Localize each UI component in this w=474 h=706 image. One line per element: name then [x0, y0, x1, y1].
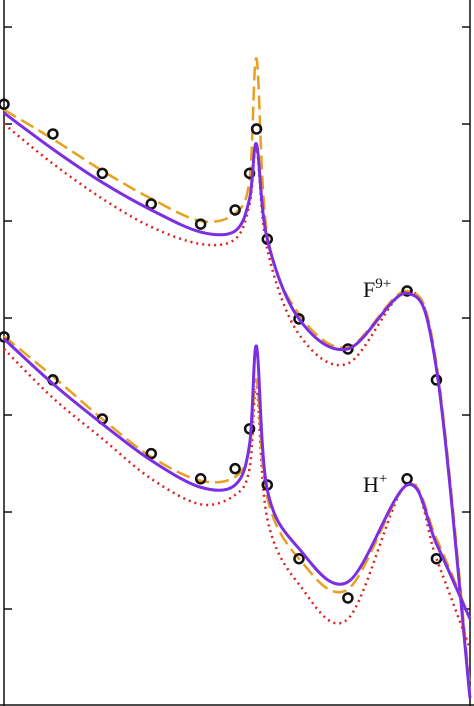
data-point: [194, 218, 207, 230]
data-point: [96, 167, 109, 180]
data-point: [401, 285, 413, 297]
series-line: [2, 337, 472, 620]
data-point: [0, 98, 10, 110]
series-line: [3, 335, 472, 620]
annotation-superscript: +: [379, 471, 387, 487]
annotation-superscript: 9+: [375, 276, 391, 292]
data-point: [293, 552, 305, 565]
data-point: [243, 167, 256, 180]
data-point: [293, 313, 305, 325]
data-point: [401, 473, 413, 485]
data-point: [342, 592, 354, 604]
data-point: [430, 552, 443, 565]
series-line: [3, 57, 472, 690]
data-point: [47, 128, 59, 140]
series-line: [3, 348, 472, 650]
annotation: H+: [363, 471, 387, 497]
annotation: F9+: [363, 276, 391, 302]
data-point: [194, 473, 207, 485]
data-point: [145, 447, 158, 460]
data-point: [229, 462, 241, 475]
annotation-text: H: [363, 472, 379, 497]
data-point: [229, 204, 241, 216]
data-point: [0, 331, 10, 343]
series-line: [3, 111, 472, 699]
annotation-text: F: [363, 277, 375, 302]
data-point: [250, 123, 263, 135]
